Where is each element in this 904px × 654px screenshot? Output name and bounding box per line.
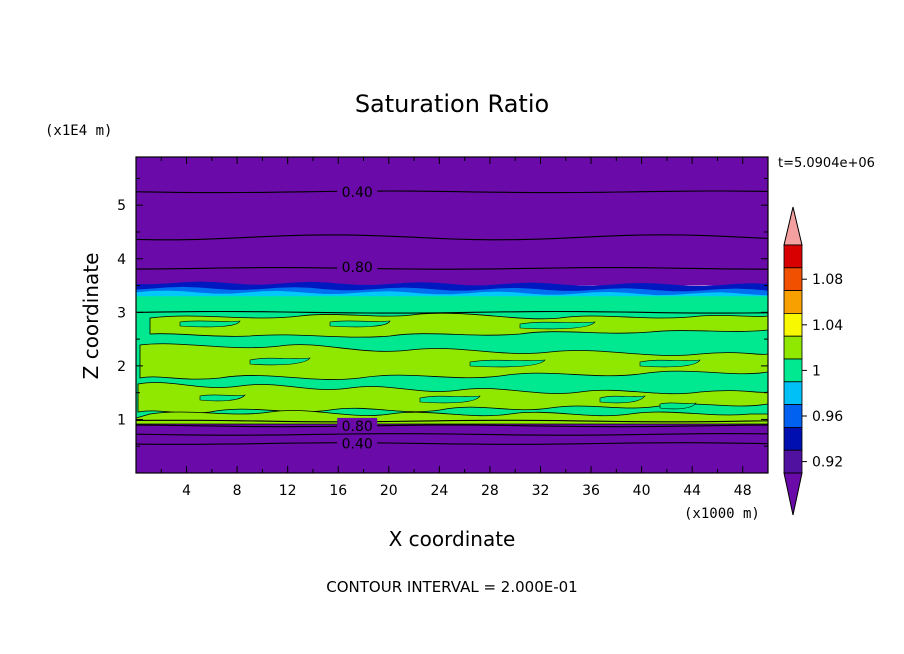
cloud-patch <box>199 394 246 402</box>
contour-line <box>136 310 768 314</box>
colorbar-swatch <box>783 335 803 360</box>
x-tick-label: 40 <box>633 483 651 499</box>
colorbar-swatch <box>783 426 803 451</box>
contour-label-bg <box>337 417 378 432</box>
colorbar-swatch <box>783 449 803 474</box>
y-tick-label: 2 <box>117 359 126 375</box>
plot-frame <box>135 156 769 474</box>
y-unit-label: (x1E4 m) <box>45 123 112 139</box>
cloud-patch <box>329 320 391 328</box>
x-tick-label: 28 <box>481 483 499 499</box>
colorbar-label: 1 <box>812 363 821 379</box>
cloud-patch <box>139 343 768 380</box>
contour-label: 0.40 <box>342 437 373 453</box>
colorbar-swatch <box>783 404 803 428</box>
cloud-patch <box>469 359 546 368</box>
contour-line <box>136 433 768 436</box>
contour-line <box>136 267 768 270</box>
cloud-patch <box>149 312 768 338</box>
colorbar-label: 1.08 <box>812 272 843 288</box>
y-axis-label: Z coordinate <box>79 253 103 380</box>
cloud-patches <box>136 312 768 425</box>
y-tick-label: 1 <box>117 412 126 428</box>
cloud-patch <box>136 410 768 425</box>
y-tick-label: 5 <box>117 198 126 214</box>
colorbar-label: 1.04 <box>812 318 843 334</box>
contour-label: 0.80 <box>342 260 373 276</box>
y-tick-label: 4 <box>117 252 126 268</box>
colorbar-swatch <box>783 312 803 337</box>
cloud-patch <box>249 357 311 366</box>
x-tick-label: 24 <box>430 483 448 499</box>
contour-interval-note: CONTOUR INTERVAL = 2.000E-01 <box>326 578 577 596</box>
x-tick-label: 12 <box>279 483 297 499</box>
x-tick-label: 4 <box>182 483 191 499</box>
colorbar-swatch <box>783 244 803 269</box>
contour-label-bg <box>337 258 378 273</box>
colorbar-label: 0.92 <box>812 455 843 471</box>
chart-title: Saturation Ratio <box>355 90 549 118</box>
cloud-patch <box>659 402 697 410</box>
x-tick-label: 20 <box>380 483 398 499</box>
contour-label: 0.40 <box>342 185 373 201</box>
contour-line <box>136 442 768 445</box>
colorbar-label: 0.96 <box>812 409 843 425</box>
colorbar-swatch <box>783 358 803 383</box>
colorbar-under-arrow <box>783 472 803 516</box>
layer-band <box>136 421 768 473</box>
contour-label: 0.80 <box>342 419 373 435</box>
x-tick-label: 16 <box>329 483 347 499</box>
layer-band <box>136 157 768 286</box>
contour-label-bg <box>337 435 378 450</box>
contour-label-bg <box>337 183 378 198</box>
contour-line <box>136 234 768 241</box>
cloud-patch <box>179 320 241 328</box>
colorbar-swatch <box>783 290 803 314</box>
x-tick-label: 32 <box>532 483 550 499</box>
x-tick-label: 44 <box>683 483 701 499</box>
cloud-patch <box>519 321 596 330</box>
colorbar-swatch <box>783 267 803 291</box>
x-axis-label: X coordinate <box>389 527 516 551</box>
y-tick-label: 3 <box>117 305 126 321</box>
plot-area <box>136 157 768 473</box>
cloud-patch <box>639 359 701 368</box>
contour-line <box>136 424 768 428</box>
colorbar-over-arrow <box>783 206 803 246</box>
cloud-patch <box>419 395 481 404</box>
contour-line <box>136 419 768 423</box>
x-tick-label: 36 <box>582 483 600 499</box>
colorbar-swatch <box>783 381 803 405</box>
x-tick-label: 8 <box>233 483 242 499</box>
x-unit-label: (x1000 m) <box>684 506 760 522</box>
x-tick-label: 48 <box>734 483 752 499</box>
colorbar: 1.08 1.04 1 0.96 0.92 <box>783 206 843 516</box>
cloud-patch <box>599 395 646 404</box>
contour-line <box>136 190 768 194</box>
time-label: t=5.0904e+06 <box>778 156 875 171</box>
